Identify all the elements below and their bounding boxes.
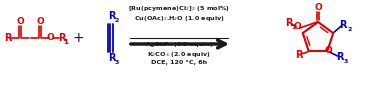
Text: 1: 1 [291, 25, 296, 30]
Text: K$_2$CO$_3$ (2.0 equiv): K$_2$CO$_3$ (2.0 equiv) [147, 50, 211, 59]
Text: +: + [72, 31, 84, 45]
Text: R: R [108, 11, 116, 21]
Text: 3: 3 [115, 61, 119, 65]
Text: [Ru(pcymene)Cl$_2$]$_2$ (5 mol%): [Ru(pcymene)Cl$_2$]$_2$ (5 mol%) [128, 4, 230, 13]
Text: 3: 3 [343, 59, 348, 64]
Text: AgSbF$_6$ (0.2 equiv): AgSbF$_6$ (0.2 equiv) [145, 40, 213, 49]
Text: R: R [295, 50, 302, 60]
Text: 2: 2 [347, 27, 352, 32]
Text: O: O [16, 17, 24, 26]
Text: R: R [108, 53, 116, 63]
Text: R: R [58, 33, 66, 43]
Text: 1: 1 [64, 39, 68, 45]
Text: O: O [294, 22, 302, 31]
Text: Cu(OAc)$_2$.H$_2$O (1.0 equiv): Cu(OAc)$_2$.H$_2$O (1.0 equiv) [133, 14, 225, 23]
Text: 2: 2 [115, 18, 119, 23]
Text: O: O [325, 46, 332, 55]
Text: R: R [285, 18, 293, 28]
Text: R: R [4, 33, 12, 43]
Text: R: R [336, 52, 343, 62]
Text: O: O [46, 34, 54, 43]
Text: R: R [339, 20, 347, 30]
Text: O: O [314, 4, 322, 12]
Text: O: O [36, 17, 44, 26]
Text: DCE, 120 °C, 6h: DCE, 120 °C, 6h [151, 60, 207, 65]
